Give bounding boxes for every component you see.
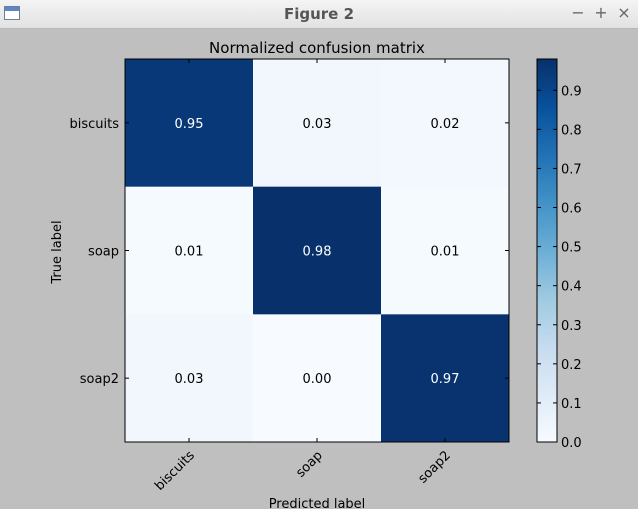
colorbar-tick-label: 0.4 [561, 280, 582, 295]
cell-value-label: 0.97 [431, 372, 460, 387]
colorbar-tick-label: 0.1 [561, 397, 582, 412]
colorbar-gradient [536, 58, 558, 443]
x-axis-label: Predicted label [269, 497, 366, 509]
heatmap-cell [381, 314, 510, 443]
cell-value-label: 0.03 [303, 117, 332, 132]
heatmap-cell [125, 59, 254, 188]
x-tick-label: soap [293, 448, 325, 480]
cell-value-label: 0.01 [175, 245, 204, 260]
colorbar-tick-label: 0.9 [561, 84, 582, 99]
x-tick-label: biscuits [152, 448, 198, 494]
heatmap-cell [381, 59, 510, 188]
maximize-button[interactable]: + [594, 3, 608, 22]
cell-value-label: 0.02 [431, 117, 460, 132]
colorbar-tick-label: 0.8 [561, 123, 582, 138]
heatmap-cell [125, 186, 254, 315]
title-bar: Figure 2 − + × [0, 0, 638, 29]
close-button[interactable]: × [617, 3, 631, 22]
window-icon [4, 6, 20, 20]
y-axis-label: True label [50, 220, 65, 284]
window-title: Figure 2 [283, 5, 355, 23]
colorbar-tick-label: 0.3 [561, 319, 582, 334]
heatmap-cell [253, 186, 382, 315]
y-tick-label: biscuits [69, 117, 119, 132]
colorbar-tick-label: 0.2 [561, 358, 582, 373]
colorbar-tick-label: 0.6 [561, 202, 582, 217]
y-tick-label: soap2 [80, 372, 119, 387]
cell-value-label: 0.95 [175, 117, 204, 132]
confusion-matrix-chart: Normalized confusion matrix Predicted la… [50, 39, 582, 509]
heatmap-cell [125, 314, 254, 443]
heatmap-cell [381, 186, 510, 315]
heatmap-cell [253, 59, 382, 188]
colorbar: 0.0 0.1 0.2 0.3 0.4 0.5 0.6 0.7 0.8 0.9 [536, 58, 582, 451]
cell-value-label: 0.00 [303, 372, 332, 387]
chart-title: Normalized confusion matrix [209, 39, 425, 57]
colorbar-tick-label: 0.7 [561, 162, 582, 177]
colorbar-tick-label: 0.0 [561, 436, 582, 451]
heatmap-cell [253, 314, 382, 443]
x-tick-label: soap2 [415, 448, 453, 486]
colorbar-tick-label: 0.5 [561, 241, 582, 256]
minimize-button[interactable]: − [571, 3, 585, 22]
cell-value-label: 0.01 [431, 245, 460, 260]
y-tick-label: soap [88, 245, 119, 260]
cell-value-label: 0.98 [303, 245, 332, 260]
cell-value-label: 0.03 [175, 372, 204, 387]
heatmap-cells: 0.95 0.03 0.02 0.01 0.98 0.01 0.03 0.00 0.97 [125, 59, 510, 443]
y-ticks: biscuits soap soap2 [69, 117, 509, 387]
